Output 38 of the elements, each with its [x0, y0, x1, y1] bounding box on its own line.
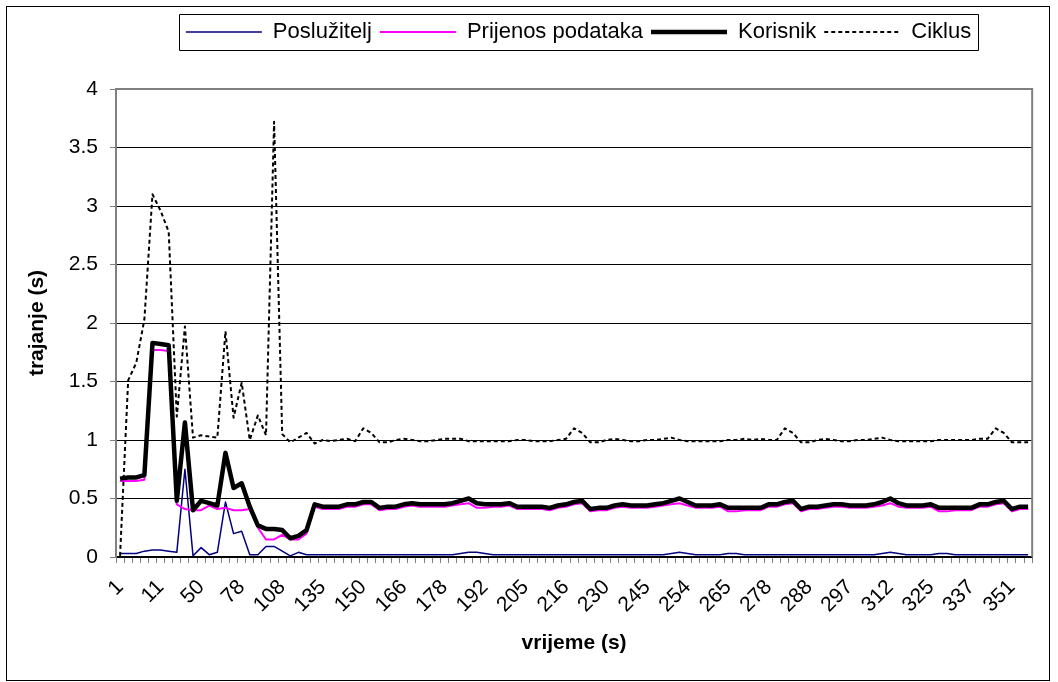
y-tick-label: 1 [86, 426, 98, 450]
x-tick-label: 254 [653, 574, 695, 616]
x-tick-label: 278 [734, 574, 776, 616]
x-tick-label: 11 [135, 574, 168, 607]
y-tick-label: 3.5 [68, 134, 98, 158]
y-tick-label: 2.5 [68, 251, 98, 275]
y-tick-label: 4 [86, 75, 99, 99]
x-tick-label: 245 [612, 574, 654, 616]
x-tick-label: 135 [288, 574, 330, 616]
x-tick-label: 230 [572, 574, 614, 616]
legend-label: Ciklus [911, 18, 972, 44]
x-tick-label: 1 [102, 574, 127, 600]
x-tick-label: 337 [937, 574, 979, 616]
x-tick-label: 216 [531, 574, 573, 616]
legend-label: Korisnik [738, 18, 818, 44]
x-tick-label: 178 [410, 574, 452, 616]
x-tick-label: 78 [215, 574, 249, 608]
y-tick-label: 0 [86, 543, 98, 567]
y-axis-title: trajanje (s) [24, 269, 48, 377]
x-tick-label: 150 [329, 574, 371, 616]
y-tick-label: 1.5 [68, 368, 98, 392]
x-axis-title: vrijeme (s) [521, 630, 627, 654]
x-tick-label: 50 [175, 574, 209, 608]
legend-label: Poslužitelj [272, 18, 372, 44]
x-tick-label: 265 [694, 574, 736, 616]
x-tick-label: 325 [896, 574, 938, 616]
x-tick-label: 351 [977, 574, 1019, 616]
x-tick-label: 312 [856, 574, 898, 616]
x-tick-label: 192 [450, 574, 492, 616]
x-tick-label: 166 [369, 574, 411, 616]
x-tick-label: 288 [775, 574, 817, 616]
y-tick-label: 0.5 [68, 485, 98, 509]
x-tick-label: 205 [491, 574, 533, 616]
x-tick-label: 297 [815, 574, 857, 616]
y-tick-label: 2 [86, 309, 98, 333]
x-tick-label: 108 [248, 574, 290, 616]
y-tick-label: 3 [86, 192, 98, 216]
legend-label: Prijenos podataka [466, 18, 644, 44]
